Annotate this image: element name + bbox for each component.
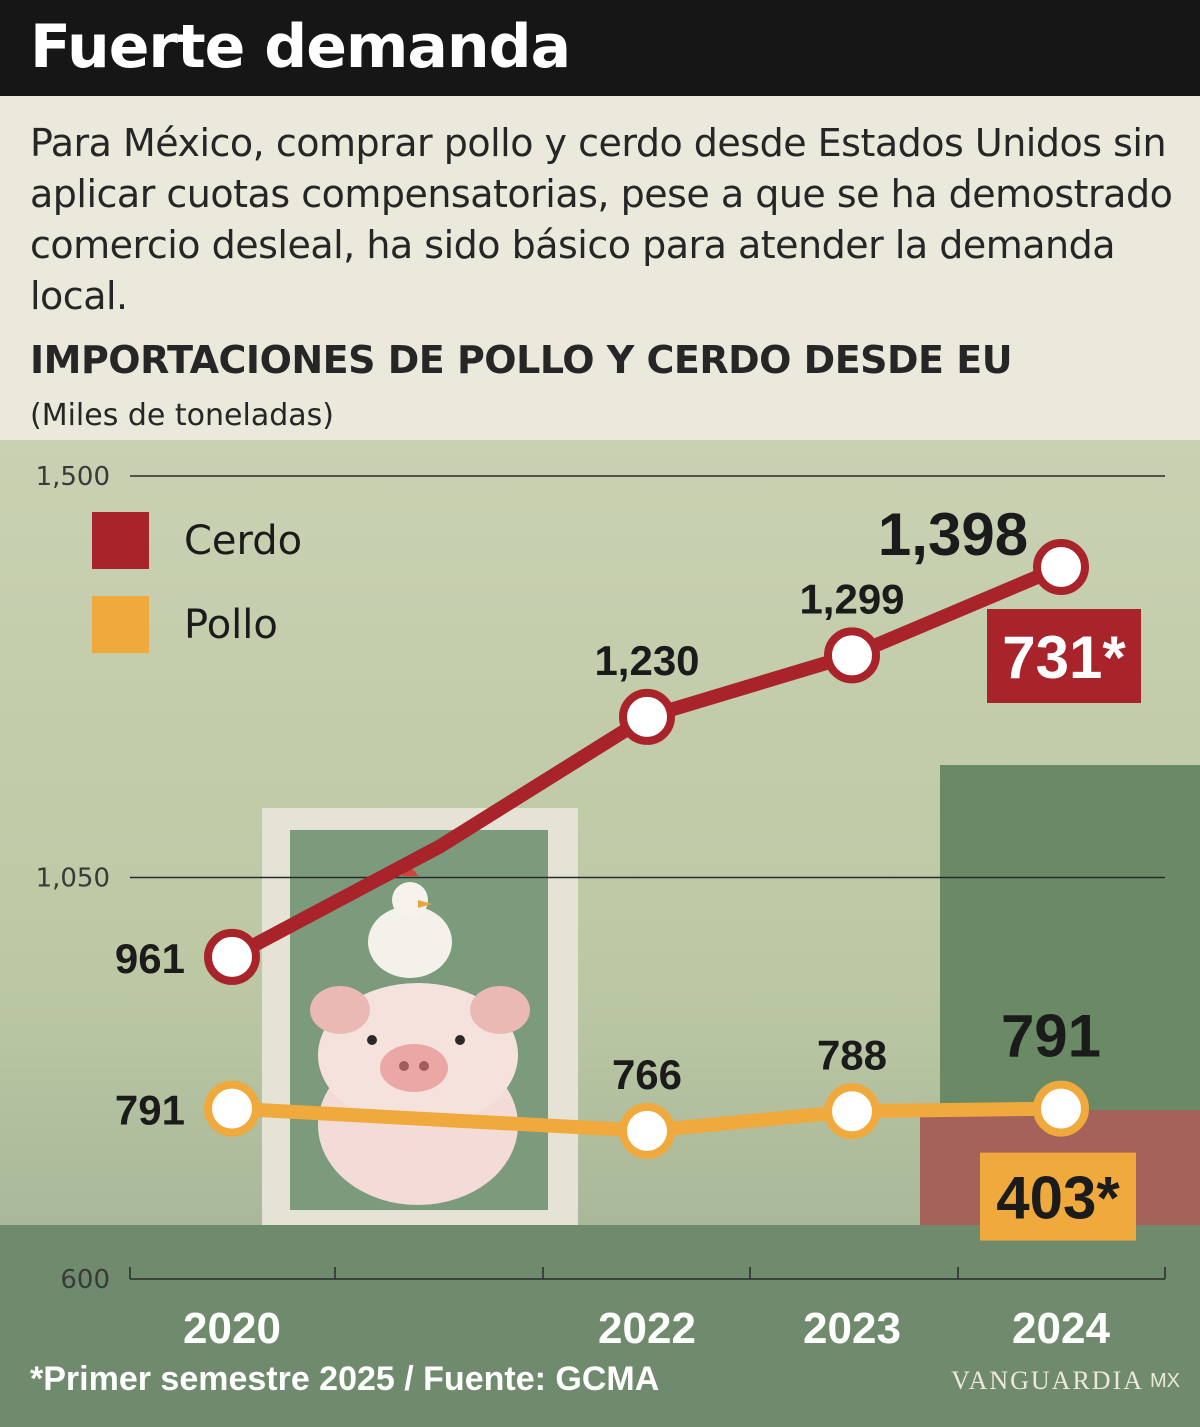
gridlines — [130, 475, 1165, 1280]
data-label: 791 — [1001, 1003, 1101, 1070]
container-stack-illustration — [940, 765, 1200, 1115]
extra-label: 403* — [996, 1165, 1120, 1232]
extra-label: 731* — [1002, 624, 1126, 691]
data-point-pollo — [1033, 1080, 1089, 1137]
brand-suffix: MX — [1150, 1370, 1180, 1392]
data-label: 961 — [115, 935, 185, 982]
legend-label-pollo: Pollo — [184, 602, 278, 648]
brand-logo: VANGUARDIA — [951, 1366, 1144, 1395]
data-label: 766 — [612, 1051, 682, 1098]
data-label: 1,230 — [594, 637, 699, 684]
data-point-pollo — [204, 1080, 260, 1137]
x-tick-label: 2020 — [183, 1304, 281, 1353]
legend-label-cerdo: Cerdo — [184, 518, 302, 564]
legend-swatch-pollo — [92, 596, 149, 653]
data-labels: 961 1,230 1,299 1,398 731* 791 766 788 791 403* — [115, 501, 1141, 1241]
x-axis: 2020 2022 2023 2024 — [129, 1267, 1166, 1353]
y-tick-label: 1,500 — [36, 462, 110, 492]
legend: Cerdo Pollo — [92, 512, 302, 653]
x-tick-label: 2023 — [803, 1304, 901, 1353]
extra-label-box — [980, 1152, 1136, 1241]
series-line-pollo — [225, 1101, 1068, 1138]
data-points — [204, 539, 1089, 1159]
chicken-illustration — [368, 869, 452, 978]
data-point-cerdo — [204, 928, 260, 985]
intro-text: Para México, comprar pollo y cerdo desde… — [30, 121, 1173, 318]
data-label: 791 — [115, 1087, 185, 1134]
data-point-pollo — [824, 1083, 880, 1140]
floor-illustration — [0, 1225, 1200, 1427]
page-title: Fuerte demanda — [30, 12, 571, 82]
data-point-cerdo — [1033, 539, 1089, 596]
header-bar: Fuerte demanda — [0, 0, 1200, 96]
data-label: 1,299 — [799, 575, 904, 622]
footnote: *Primer semestre 2025 / Fuente: GCMA — [30, 1360, 660, 1398]
data-label: 1,398 — [878, 501, 1028, 568]
data-point-cerdo — [824, 627, 880, 684]
x-tick-label: 2022 — [598, 1304, 696, 1353]
legend-swatch-cerdo — [92, 512, 149, 569]
y-axis: 1,500 1,050 600 — [36, 462, 110, 1295]
x-tick-label: 2024 — [1012, 1304, 1110, 1353]
data-label: 788 — [817, 1031, 887, 1078]
pig-illustration — [310, 983, 530, 1205]
data-point-cerdo — [619, 688, 675, 745]
chart-unit: (Miles de toneladas) — [30, 398, 334, 433]
extra-label-box — [987, 609, 1141, 704]
series-line-cerdo — [225, 560, 1068, 964]
chart-title: IMPORTACIONES DE POLLO Y CERDO DESDE EU — [30, 338, 1013, 382]
y-tick-label: 1,050 — [36, 864, 110, 894]
data-point-pollo — [619, 1102, 675, 1159]
y-tick-label: 600 — [60, 1265, 110, 1295]
